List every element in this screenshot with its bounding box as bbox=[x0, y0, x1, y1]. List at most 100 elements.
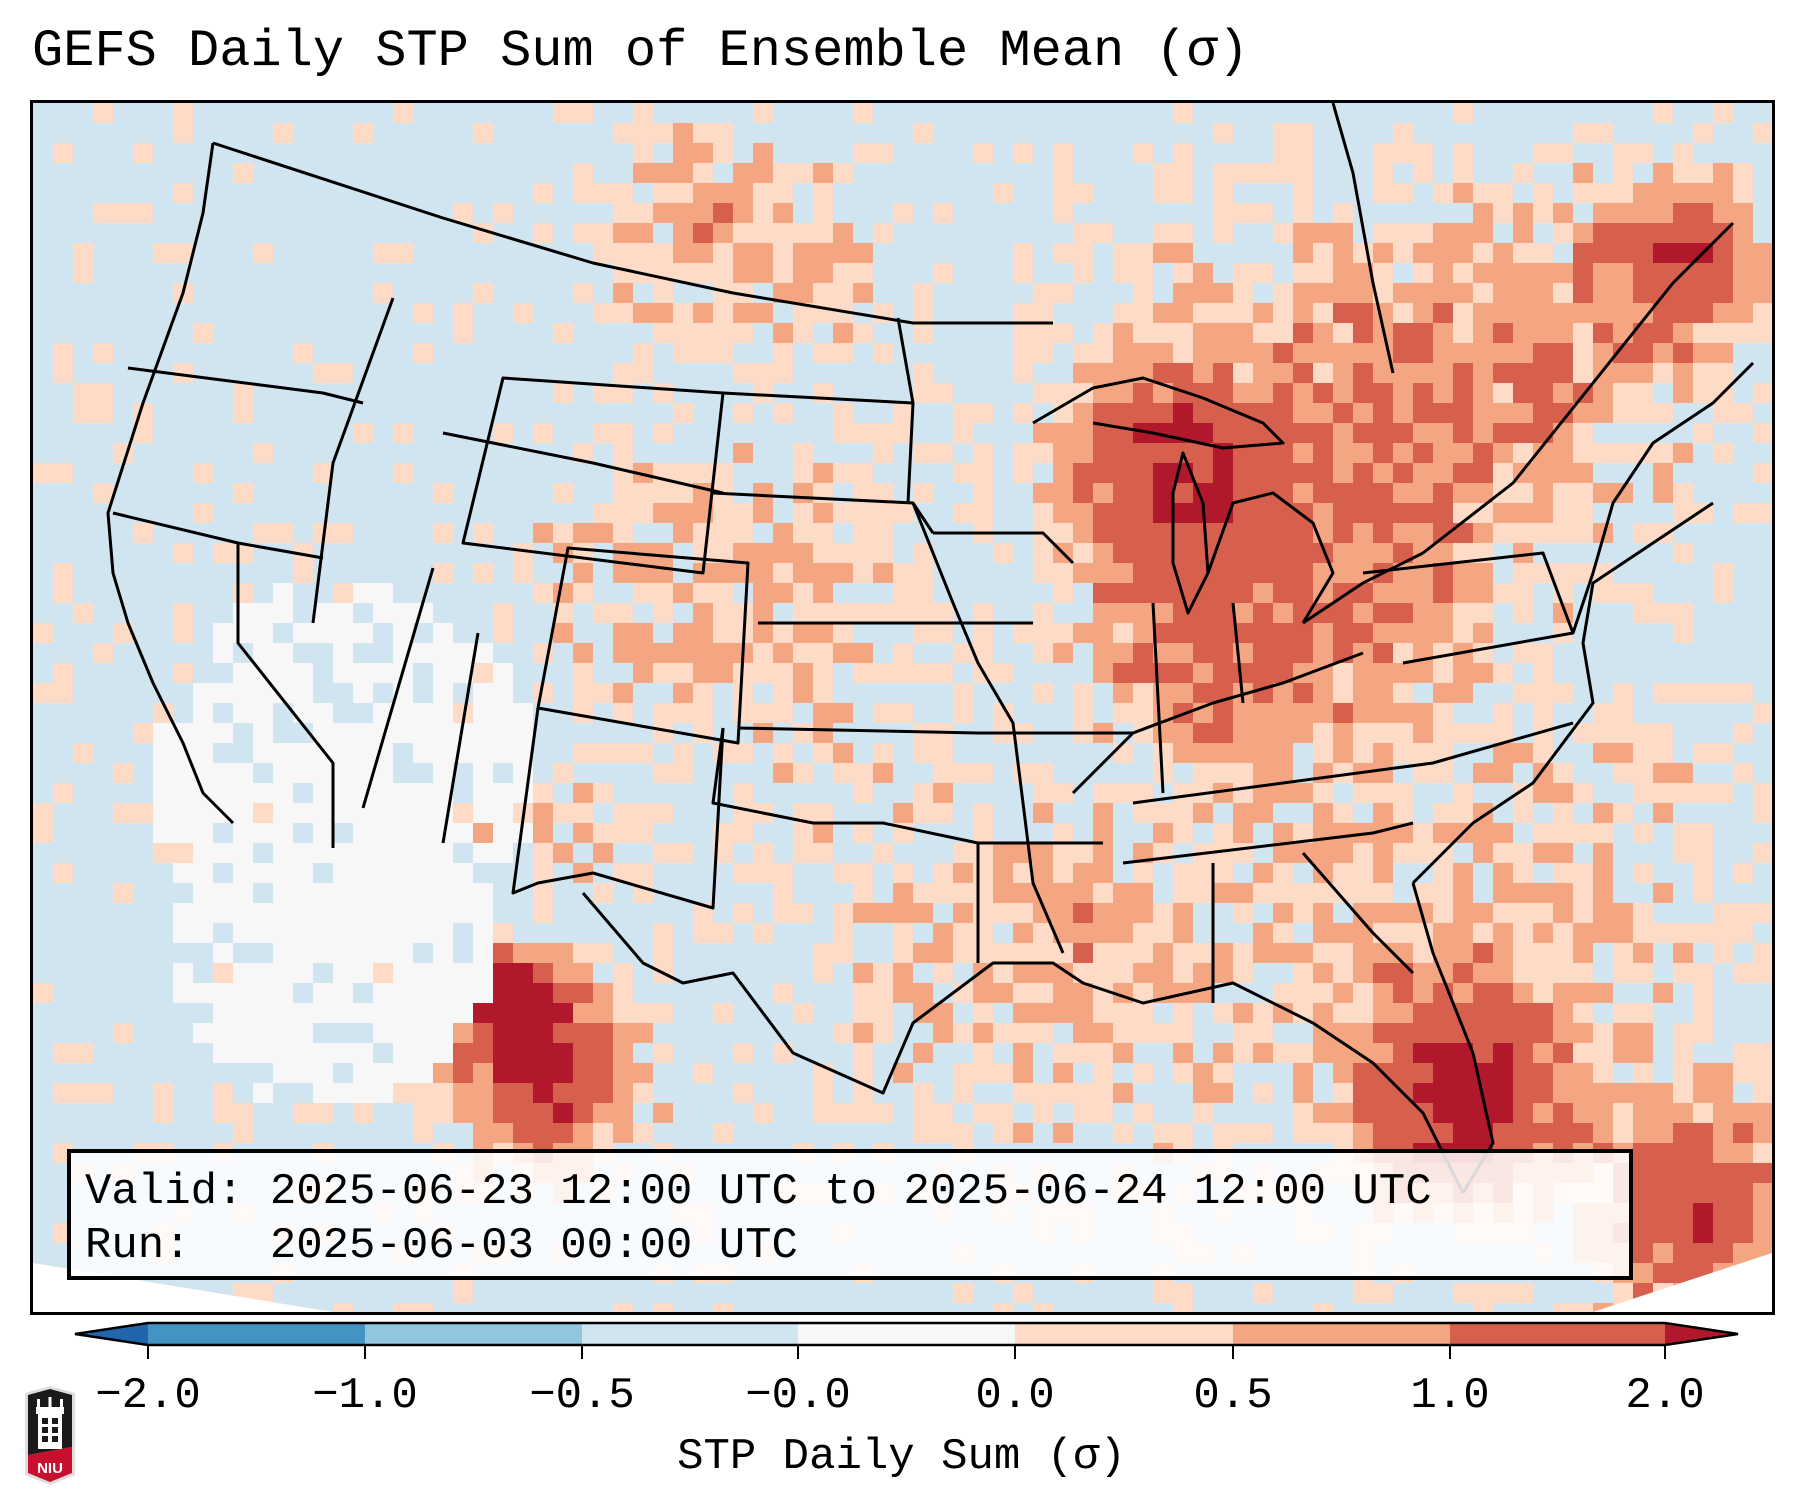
stp-cell bbox=[1353, 1283, 1373, 1303]
stp-cell bbox=[1093, 863, 1113, 883]
stp-cell bbox=[613, 203, 633, 223]
stp-cell bbox=[1453, 1043, 1473, 1063]
stp-cell bbox=[793, 723, 813, 743]
stp-cell bbox=[833, 223, 853, 243]
stp-cell bbox=[1533, 463, 1553, 483]
stp-cell bbox=[473, 283, 493, 303]
stp-cell bbox=[753, 383, 773, 403]
stp-cell bbox=[1493, 203, 1513, 223]
stp-cell bbox=[1273, 543, 1293, 563]
stp-cell bbox=[1673, 623, 1693, 643]
stp-cell bbox=[1373, 1123, 1393, 1143]
stp-cell bbox=[453, 1063, 473, 1083]
stp-cell bbox=[1153, 243, 1173, 263]
stp-cell bbox=[353, 683, 373, 703]
stp-cell bbox=[1053, 163, 1073, 183]
stp-cell bbox=[53, 1043, 73, 1063]
stp-cell bbox=[1313, 223, 1333, 243]
stp-cell bbox=[1033, 603, 1053, 623]
stp-cell bbox=[1413, 503, 1433, 523]
stp-cell bbox=[1433, 1003, 1453, 1023]
stp-cell bbox=[333, 963, 353, 983]
stp-cell bbox=[1013, 903, 1033, 923]
stp-cell bbox=[533, 903, 553, 923]
colorbar-segment bbox=[1233, 1323, 1450, 1345]
stp-cell bbox=[773, 223, 793, 243]
stp-cell bbox=[113, 763, 133, 783]
stp-cell bbox=[1193, 463, 1213, 483]
stp-cell bbox=[1673, 1243, 1693, 1263]
stp-cell bbox=[1233, 963, 1253, 983]
stp-cell bbox=[1593, 923, 1613, 943]
stp-cell bbox=[153, 783, 173, 803]
stp-cell bbox=[1733, 263, 1753, 283]
stp-cell bbox=[1573, 923, 1593, 943]
stp-cell bbox=[253, 963, 273, 983]
stp-cell bbox=[1513, 743, 1533, 763]
stp-cell bbox=[1633, 403, 1653, 423]
stp-cell bbox=[1633, 343, 1653, 363]
stp-cell bbox=[1513, 543, 1533, 563]
stp-cell bbox=[1573, 1083, 1593, 1103]
stp-cell bbox=[1633, 1223, 1653, 1243]
stp-cell bbox=[453, 203, 473, 223]
stp-cell bbox=[1593, 443, 1613, 463]
stp-cell bbox=[1173, 383, 1193, 403]
stp-cell bbox=[1753, 383, 1772, 403]
stp-cell bbox=[613, 503, 633, 523]
stp-cell bbox=[793, 663, 813, 683]
stp-cell bbox=[393, 603, 413, 623]
stp-cell bbox=[1713, 923, 1733, 943]
stp-cell bbox=[433, 623, 453, 643]
stp-cell bbox=[1473, 1283, 1493, 1303]
stp-cell bbox=[713, 643, 733, 663]
stp-cell bbox=[753, 863, 773, 883]
stp-cell bbox=[633, 563, 653, 583]
stp-cell bbox=[1473, 1023, 1493, 1043]
colorbar-extend-max bbox=[1665, 1323, 1738, 1345]
stp-cell bbox=[673, 403, 693, 423]
stp-cell bbox=[613, 683, 633, 703]
colorbar-extend-min bbox=[75, 1323, 148, 1345]
stp-cell bbox=[1193, 663, 1213, 683]
stp-cell bbox=[1453, 103, 1473, 123]
stp-cell bbox=[433, 823, 453, 843]
stp-cell bbox=[413, 1123, 433, 1143]
stp-cell bbox=[1653, 263, 1673, 283]
stp-cell bbox=[1493, 1083, 1513, 1103]
stp-cell bbox=[333, 583, 353, 603]
stp-cell bbox=[1133, 903, 1153, 923]
stp-cell bbox=[553, 943, 573, 963]
stp-cell bbox=[633, 163, 653, 183]
stp-cell bbox=[1273, 923, 1293, 943]
stp-cell bbox=[553, 843, 573, 863]
stp-cell bbox=[713, 143, 733, 163]
stp-cell bbox=[1633, 523, 1653, 543]
stp-cell bbox=[1213, 163, 1233, 183]
stp-cell bbox=[593, 383, 613, 403]
stp-cell bbox=[1713, 583, 1733, 603]
stp-cell bbox=[1533, 1023, 1553, 1043]
stp-cell bbox=[633, 1123, 653, 1143]
stp-cell bbox=[1673, 943, 1693, 963]
stp-cell bbox=[1313, 463, 1333, 483]
stp-cell bbox=[1433, 663, 1453, 683]
stp-cell bbox=[733, 363, 753, 383]
stp-cell bbox=[433, 923, 453, 943]
stp-cell bbox=[893, 423, 913, 443]
tennessee-north bbox=[1132, 721, 1574, 805]
stp-cell bbox=[93, 1083, 113, 1103]
stp-cell bbox=[1053, 623, 1073, 643]
stp-cell bbox=[1513, 503, 1533, 523]
stp-cell bbox=[533, 1003, 553, 1023]
stp-cell bbox=[1633, 1163, 1653, 1183]
stp-cell bbox=[1373, 983, 1393, 1003]
stp-cell bbox=[153, 763, 173, 783]
stp-cell bbox=[953, 1123, 973, 1143]
stp-cell bbox=[1053, 1063, 1073, 1083]
stp-cell bbox=[1133, 343, 1153, 363]
stp-cell bbox=[1093, 1003, 1113, 1023]
stp-cell bbox=[1473, 843, 1493, 863]
stp-cell bbox=[513, 303, 533, 323]
stp-cell bbox=[1593, 243, 1613, 263]
